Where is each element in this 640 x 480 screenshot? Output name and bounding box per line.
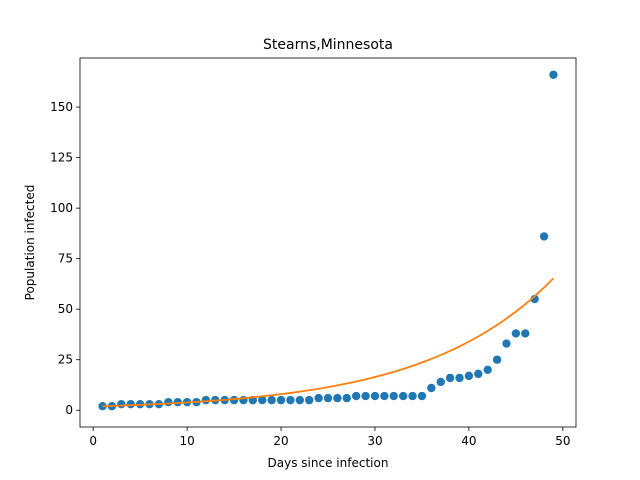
data-point [117, 399, 126, 409]
data-point [511, 329, 521, 338]
data-point [445, 373, 455, 383]
plot-frame [79, 57, 577, 428]
data-point [370, 391, 380, 401]
y-tick-label: 100 [50, 201, 73, 215]
plot-area [98, 70, 558, 411]
data-point [483, 365, 492, 375]
data-point [342, 393, 351, 403]
chart-title: Stearns,Minnesota [263, 37, 393, 53]
data-point [539, 232, 549, 241]
fit-line [102, 277, 555, 408]
data-point [305, 395, 314, 405]
x-tick-label: 50 [555, 434, 570, 448]
y-tick-label: 25 [58, 353, 73, 367]
y-tick-label: 50 [58, 302, 73, 316]
x-tick-label: 10 [179, 434, 194, 448]
data-point [464, 371, 474, 381]
x-tick-label: 40 [461, 434, 476, 448]
data-point [408, 391, 417, 401]
y-axis-label: Population infected [23, 185, 37, 301]
y-tick-label: 75 [58, 252, 73, 266]
data-point [276, 395, 286, 405]
data-point [126, 399, 135, 409]
x-tick-label: 0 [89, 434, 97, 448]
y-tick-label: 125 [50, 151, 73, 165]
data-point [549, 70, 558, 79]
data-point [286, 395, 295, 405]
data-point [521, 329, 530, 338]
data-point [502, 339, 511, 348]
data-point [201, 395, 211, 405]
data-point [417, 391, 427, 401]
data-point [380, 391, 389, 401]
data-point [258, 395, 267, 405]
data-point [398, 391, 408, 401]
data-point [492, 355, 502, 364]
data-point [455, 373, 464, 383]
x-axis-label: Days since infection [268, 456, 389, 470]
data-point [436, 377, 445, 387]
y-tick-label: 0 [65, 403, 73, 417]
data-point [427, 383, 436, 393]
y-tick-label: 150 [50, 100, 73, 114]
data-point [389, 391, 398, 401]
data-point [267, 395, 276, 405]
data-point [314, 393, 323, 403]
data-point [361, 391, 370, 401]
data-point [323, 393, 333, 403]
data-point [164, 397, 173, 407]
data-point [474, 369, 483, 379]
x-tick-label: 20 [273, 434, 288, 448]
data-point [295, 395, 305, 405]
data-point [333, 393, 342, 403]
data-point [351, 391, 361, 401]
ticks: 0 10 20 30 40 50 0 25 50 75 100 125 150 [50, 100, 570, 448]
x-tick-label: 30 [367, 434, 382, 448]
